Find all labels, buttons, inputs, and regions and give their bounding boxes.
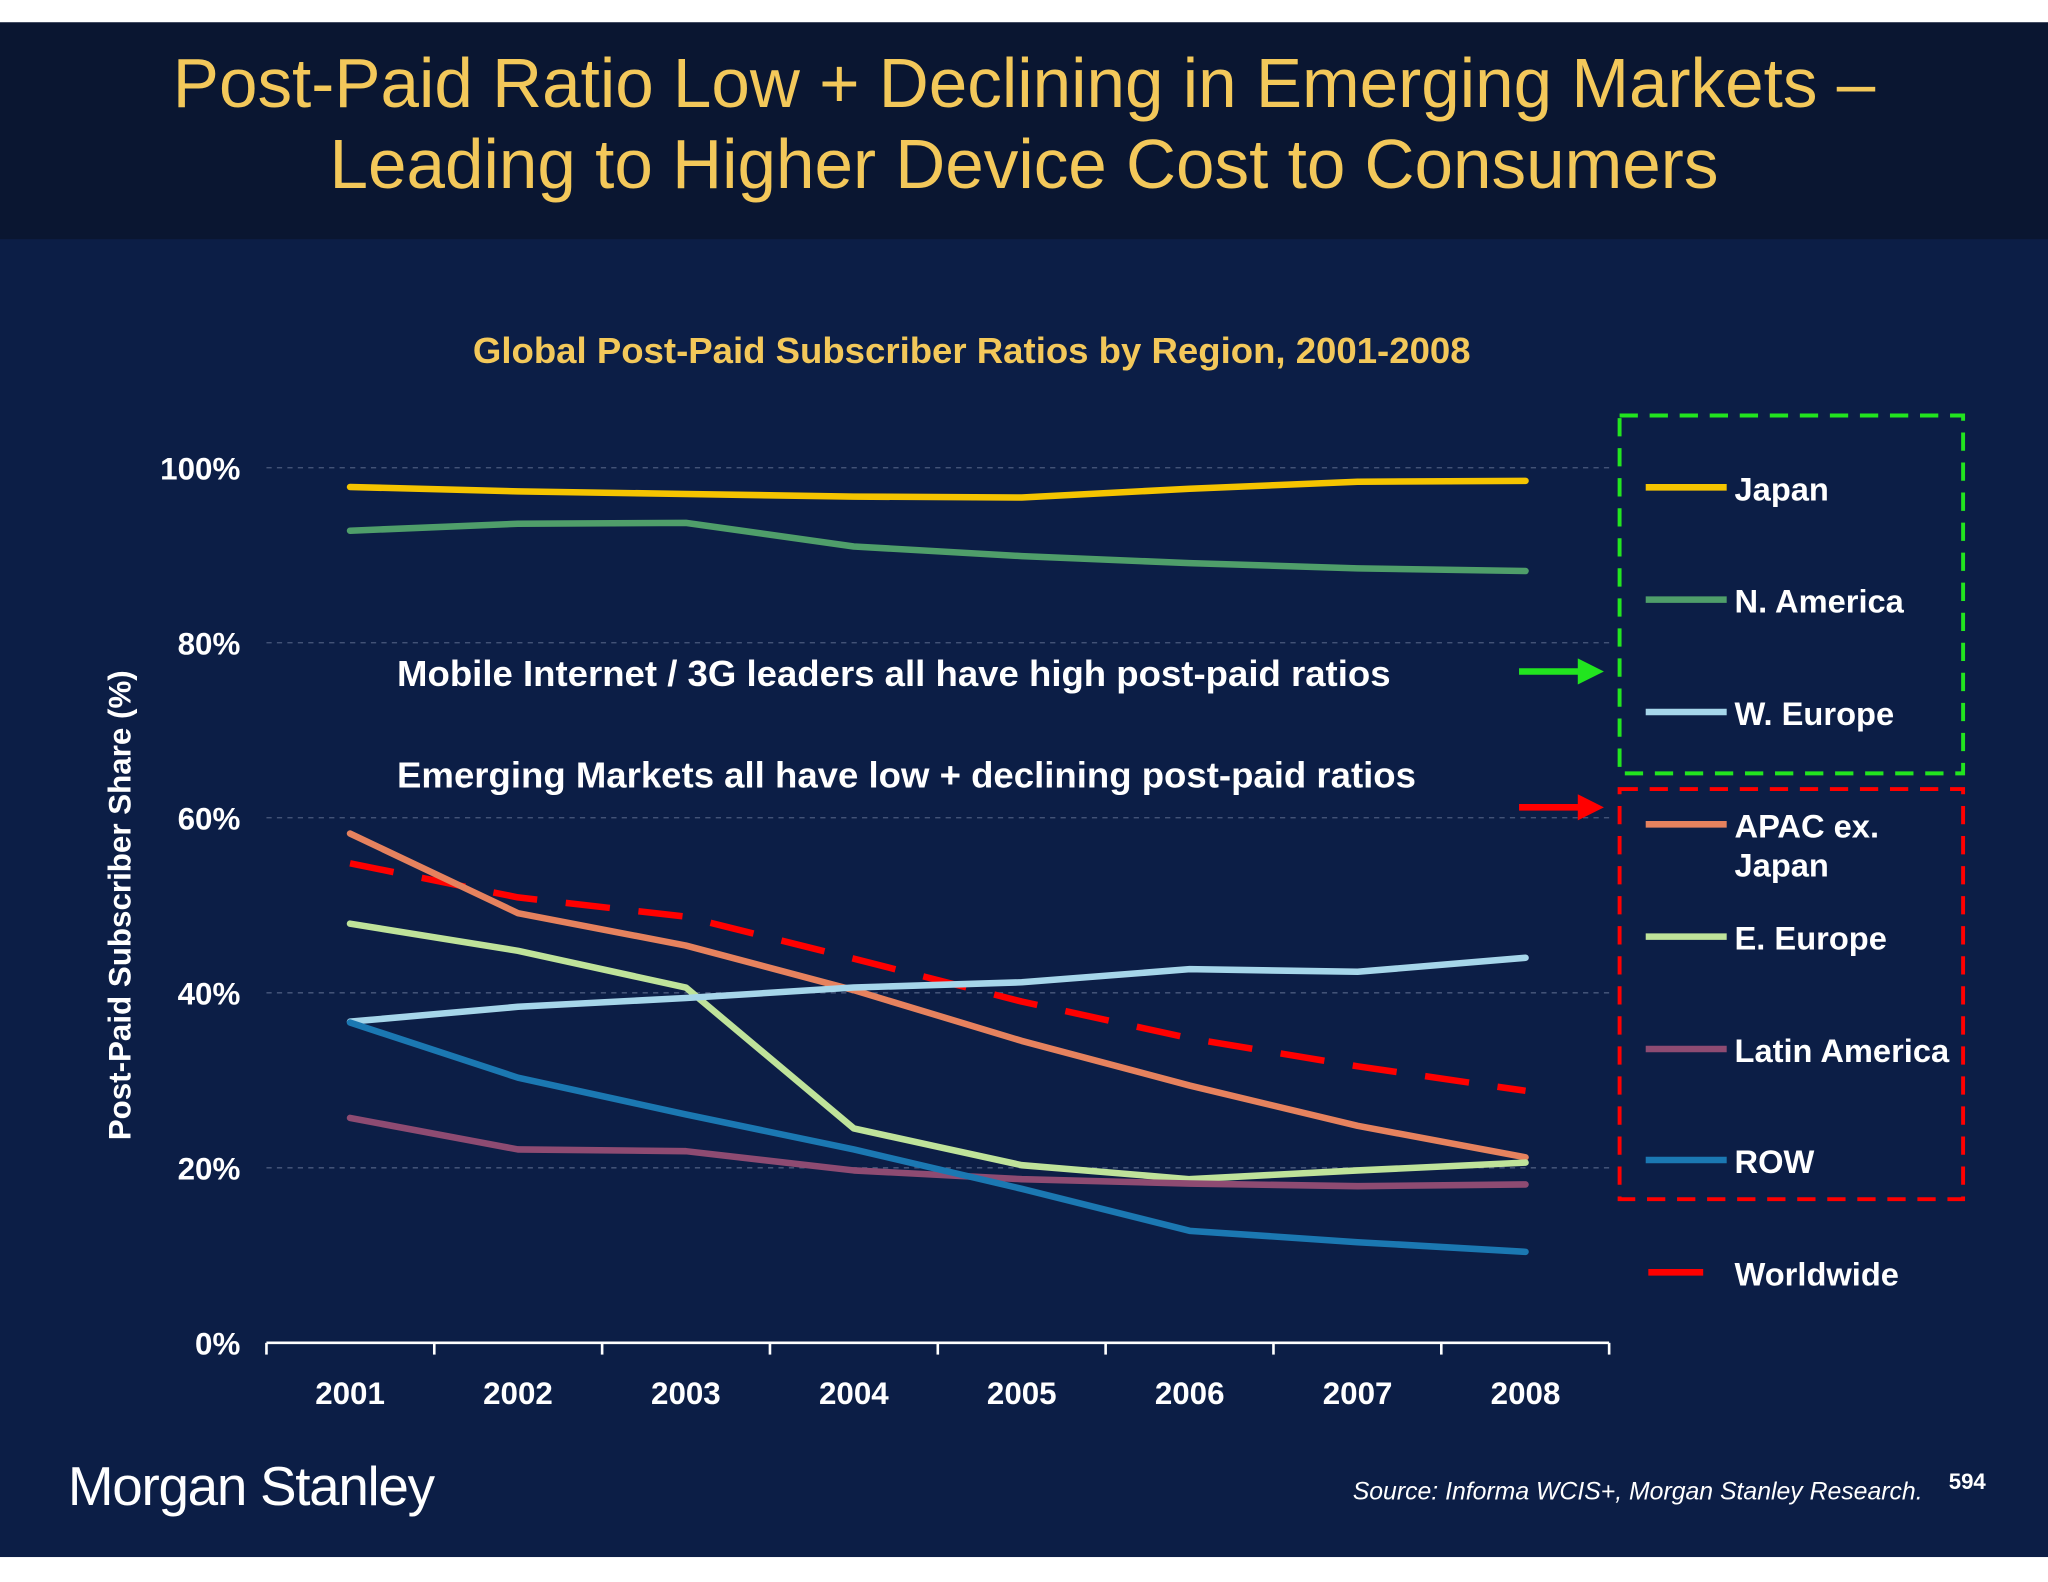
x-tick-label: 2005 (987, 1376, 1057, 1411)
annotation-leaders: Mobile Internet / 3G leaders all have hi… (397, 653, 1391, 694)
x-tick-label: 2007 (1323, 1376, 1393, 1411)
series-line-row (346, 1019, 1529, 1256)
chart-title: Global Post-Paid Subscriber Ratios by Re… (473, 330, 1471, 371)
x-tick-label: 2008 (1491, 1376, 1561, 1411)
y-tick-label: 40% (178, 977, 241, 1012)
legend-group-emerging-box (1617, 787, 1966, 1202)
slide-title-line1: Post-Paid Ratio Low + Declining in Emerg… (173, 44, 1876, 122)
legend-label-row: ROW (1735, 1143, 1815, 1180)
series-line-n-america (346, 519, 1529, 575)
red-arrow-icon (1519, 794, 1604, 821)
slide-title-line2: Leading to Higher Device Cost to Consume… (330, 125, 1719, 203)
legend-group-leaders-box (1617, 413, 1966, 776)
y-tick-label: 60% (178, 802, 241, 837)
series-line-apac-ex-japan (346, 830, 1529, 1161)
x-tick-label: 2002 (483, 1376, 553, 1411)
legend-label-n-america: N. America (1735, 583, 1905, 620)
legend-label-w-europe: W. Europe (1735, 695, 1895, 732)
x-tick-label: 2003 (651, 1376, 721, 1411)
y-tick-label: 80% (178, 627, 241, 662)
series-line-w-europe (346, 954, 1529, 1025)
legend-label-e-europe: E. Europe (1735, 920, 1887, 957)
morgan-stanley-logo: Morgan Stanley (68, 1455, 436, 1517)
source-note: Source: Informa WCIS+, Morgan Stanley Re… (1353, 1479, 1923, 1506)
series-line-japan (346, 477, 1529, 501)
y-tick-label: 100% (160, 451, 240, 486)
y-axis-label: Post-Paid Subscriber Share (%) (103, 670, 138, 1140)
page-number: 594 (1949, 1469, 1987, 1494)
x-tick-label: 2006 (1155, 1376, 1225, 1411)
legend-label-worldwide: Worldwide (1735, 1255, 1899, 1292)
x-tick-label: 2004 (819, 1376, 889, 1411)
slide-background (0, 22, 2048, 1558)
series-line-worldwide (349, 860, 1527, 1095)
y-tick-label: 0% (195, 1327, 240, 1362)
annotation-emerging: Emerging Markets all have low + declinin… (397, 755, 1416, 796)
legend-label-apac-ex-japan: APAC ex. Japan (1735, 807, 1880, 883)
x-tick-label: 2001 (315, 1376, 385, 1411)
legend-label-latin-america: Latin America (1735, 1032, 1950, 1069)
legend-label-japan: Japan (1735, 470, 1829, 507)
series-line-e-europe (346, 920, 1529, 1183)
green-arrow-icon (1519, 658, 1604, 685)
y-tick-label: 20% (178, 1152, 241, 1187)
header-band (0, 22, 2048, 240)
series-line-latin-america (346, 1114, 1529, 1190)
